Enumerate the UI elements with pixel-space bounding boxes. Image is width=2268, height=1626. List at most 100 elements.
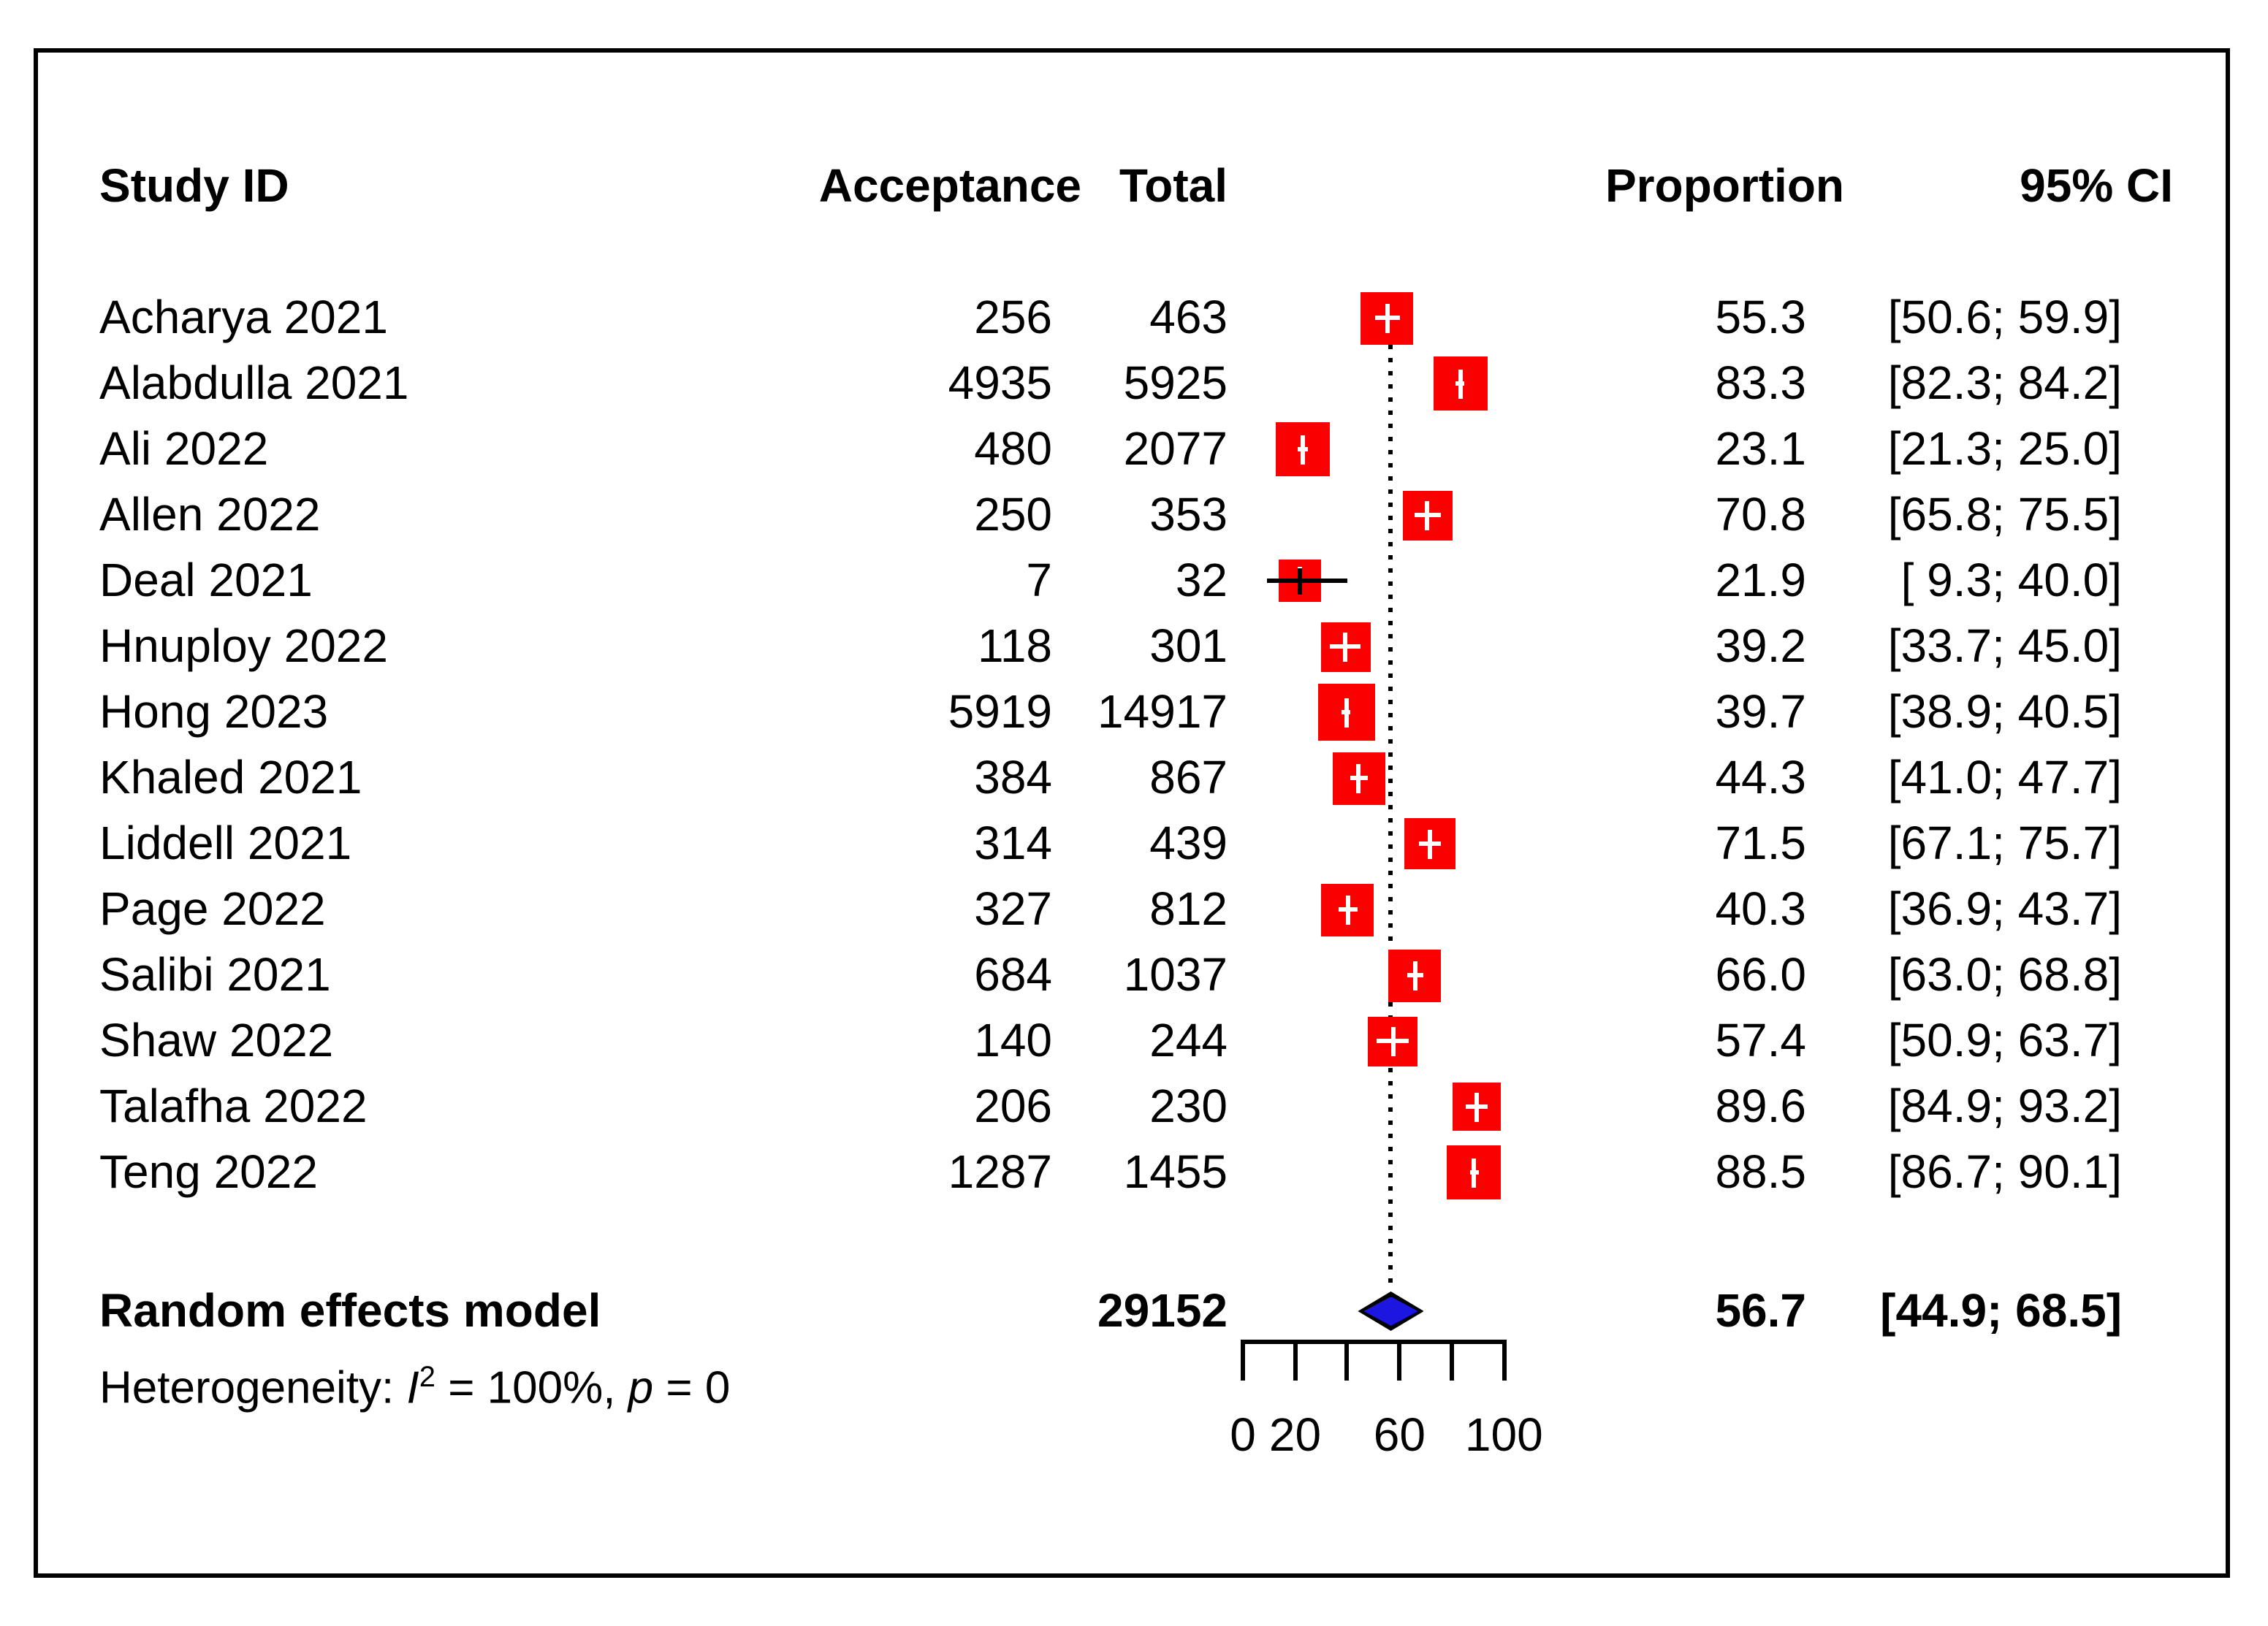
marker-cross-vertical — [1474, 1092, 1480, 1121]
study-row: Hnuploy 2022 118 301 39.2 [33.7; 45.0] — [0, 614, 2268, 679]
marker-cross-vertical — [1343, 632, 1348, 661]
axis-tick-label: 20 — [1268, 1408, 1322, 1461]
proportion-value: 88.5 — [1715, 1145, 1806, 1198]
summary-total-value: 29152 — [1097, 1284, 1228, 1337]
ci-value: [ 9.3; 40.0] — [1900, 554, 2122, 606]
study-row: Teng 2022 1287 1455 88.5 [86.7; 90.1] — [0, 1140, 2268, 1205]
marker-cross-vertical — [1301, 435, 1306, 464]
ci-value: [50.6; 59.9] — [1887, 291, 2122, 343]
marker-cross-vertical — [1412, 961, 1418, 990]
axis-tick — [1449, 1340, 1454, 1381]
total-value: 2077 — [1123, 422, 1228, 475]
proportion-value: 23.1 — [1715, 422, 1806, 475]
heterogeneity-note: Heterogeneity: I2 = 100%, p = 0 — [99, 1346, 731, 1413]
proportion-value: 40.3 — [1715, 882, 1806, 935]
proportion-value: 39.7 — [1715, 685, 1806, 738]
study-row: Shaw 2022 140 244 57.4 [50.9; 63.7] — [0, 1008, 2268, 1074]
plot-frame — [34, 48, 2230, 1578]
study-row: Alabdulla 2021 4935 5925 83.3 [82.3; 84.2] — [0, 351, 2268, 416]
ci-value: [36.9; 43.7] — [1887, 882, 2122, 935]
heterogeneity-p-value: = 0 — [653, 1362, 731, 1413]
ci-value: [84.9; 93.2] — [1887, 1080, 2122, 1132]
total-value: 32 — [1175, 554, 1228, 606]
acceptance-value: 140 — [974, 1014, 1052, 1066]
axis-line — [1241, 1340, 1507, 1344]
marker-cross-vertical — [1356, 763, 1361, 793]
axis-tick-label: 60 — [1373, 1408, 1426, 1461]
marker-cross-vertical — [1427, 829, 1432, 858]
study-row: Liddell 2021 314 439 71.5 [67.1; 75.7] — [0, 811, 2268, 877]
heterogeneity-prefix: Heterogeneity: — [99, 1362, 407, 1413]
study-name: Allen 2022 — [99, 488, 321, 541]
heterogeneity-i-value: = 100%, — [435, 1362, 628, 1413]
study-row: Khaled 2021 384 867 44.3 [41.0; 47.7] — [0, 745, 2268, 811]
column-header-acceptance: Acceptance — [818, 159, 1081, 212]
ci-line — [1267, 579, 1347, 583]
study-name: Hong 2023 — [99, 685, 329, 738]
ci-value: [86.7; 90.1] — [1887, 1145, 2122, 1198]
study-name: Khaled 2021 — [99, 751, 362, 804]
axis-tick-label: 100 — [1464, 1408, 1543, 1461]
acceptance-value: 206 — [974, 1080, 1052, 1132]
total-value: 301 — [1149, 619, 1228, 672]
heterogeneity-i-exponent: 2 — [419, 1362, 435, 1394]
marker-cross-vertical — [1425, 500, 1430, 530]
study-name: Teng 2022 — [99, 1145, 318, 1198]
column-header-study-id: Study ID — [99, 159, 289, 212]
study-name: Alabdulla 2021 — [99, 356, 409, 409]
study-name: Acharya 2021 — [99, 291, 388, 343]
study-name: Ali 2022 — [99, 422, 269, 475]
proportion-value: 89.6 — [1715, 1080, 1806, 1132]
study-name: Talafha 2022 — [99, 1080, 368, 1132]
marker-cross-vertical — [1344, 698, 1349, 727]
total-value: 1037 — [1123, 948, 1228, 1001]
column-header-95ci: 95% CI — [2020, 159, 2173, 212]
marker-cross-vertical — [1390, 1026, 1396, 1056]
acceptance-value: 4935 — [948, 356, 1052, 409]
column-header-proportion: Proportion — [1605, 159, 1844, 212]
axis-tick — [1344, 1340, 1350, 1381]
marker-cross-vertical — [1345, 895, 1350, 924]
proportion-value: 70.8 — [1715, 488, 1806, 541]
marker-cross-vertical — [1472, 1158, 1477, 1187]
ci-value: [67.1; 75.7] — [1887, 817, 2122, 869]
ci-value: [41.0; 47.7] — [1887, 751, 2122, 804]
point-estimate-tick — [1298, 568, 1303, 594]
pooled-estimate-reference-line — [1388, 292, 1393, 1289]
proportion-value: 57.4 — [1715, 1014, 1806, 1066]
total-value: 463 — [1149, 291, 1228, 343]
total-value: 244 — [1149, 1014, 1228, 1066]
acceptance-value: 384 — [974, 751, 1052, 804]
proportion-value: 66.0 — [1715, 948, 1806, 1001]
study-name: Page 2022 — [99, 882, 326, 935]
total-value: 867 — [1149, 751, 1228, 804]
proportion-value: 55.3 — [1715, 291, 1806, 343]
study-row: Ali 2022 480 2077 23.1 [21.3; 25.0] — [0, 416, 2268, 482]
column-header-total: Total — [1119, 159, 1228, 212]
total-value: 14917 — [1097, 685, 1228, 738]
summary-label: Random effects model — [99, 1284, 601, 1337]
ci-value: [65.8; 75.5] — [1887, 488, 2122, 541]
study-name: Deal 2021 — [99, 554, 313, 606]
acceptance-value: 250 — [974, 488, 1052, 541]
axis-tick — [1293, 1340, 1298, 1381]
ci-value: [21.3; 25.0] — [1887, 422, 2122, 475]
proportion-value: 39.2 — [1715, 619, 1806, 672]
study-row: Talafha 2022 206 230 89.6 [84.9; 93.2] — [0, 1074, 2268, 1140]
acceptance-value: 327 — [974, 882, 1052, 935]
total-value: 812 — [1149, 882, 1228, 935]
ci-value: [82.3; 84.2] — [1887, 356, 2122, 409]
axis-tick — [1241, 1340, 1245, 1381]
total-value: 353 — [1149, 488, 1228, 541]
study-row: Allen 2022 250 353 70.8 [65.8; 75.5] — [0, 482, 2268, 548]
total-value: 439 — [1149, 817, 1228, 869]
study-name: Liddell 2021 — [99, 817, 352, 869]
study-name: Salibi 2021 — [99, 948, 331, 1001]
acceptance-value: 314 — [974, 817, 1052, 869]
acceptance-value: 5919 — [948, 685, 1052, 738]
summary-row: Random effects model 29152 56.7 [44.9; 6… — [0, 1278, 2268, 1344]
axis-tick-label: 0 — [1230, 1408, 1256, 1461]
ci-value: [38.9; 40.5] — [1887, 685, 2122, 738]
total-value: 1455 — [1123, 1145, 1228, 1198]
